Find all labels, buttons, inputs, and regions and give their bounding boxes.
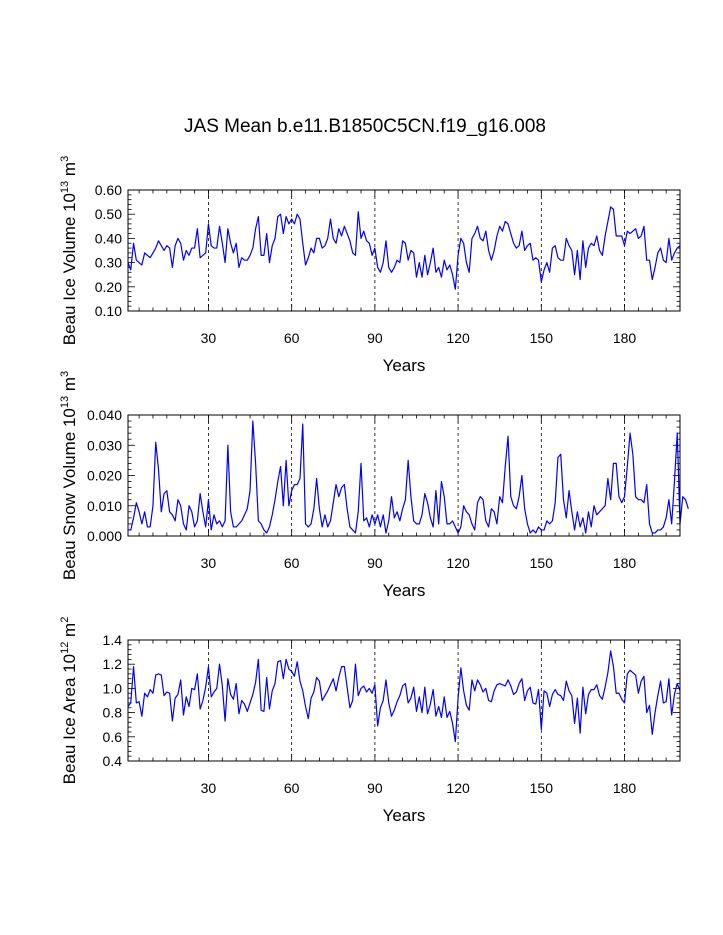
snow-volume-panel: 0.000 0.010 0.020 0.030 0.040 30 60 90 120 150 18… <box>59 371 689 600</box>
snow-volume-xtick-labels: 30 60 90 120 150 180 <box>201 555 637 571</box>
snow-volume-xtick-label: 120 <box>446 555 470 571</box>
snow-volume-ticks <box>128 414 681 537</box>
snow-volume-x-axis-label: Years <box>383 581 426 600</box>
snow-volume-ytick-label: 0.030 <box>87 437 122 453</box>
snow-volume-plot-frame <box>127 414 681 537</box>
ice-area-xtick-label: 30 <box>201 780 217 796</box>
snow-volume-ytick-labels: 0.000 0.010 0.020 0.030 0.040 <box>87 407 122 544</box>
snow-volume-xtick-label: 180 <box>613 555 637 571</box>
ice-volume-y-axis-label: Beau Ice Volume 1013 m3 <box>59 156 79 345</box>
ice-volume-xtick-label: 120 <box>446 330 470 346</box>
snow-volume-xtick-label: 60 <box>284 555 300 571</box>
snow-volume-xtick-label: 30 <box>201 555 217 571</box>
ice-area-ticks <box>128 639 681 762</box>
snow-volume-ytick-label: 0.020 <box>87 468 122 484</box>
ice-area-xtick-label: 120 <box>446 780 470 796</box>
snow-volume-ytick-label: 0.000 <box>87 528 122 544</box>
ice-volume-xtick-label: 90 <box>367 330 383 346</box>
snow-volume-grid <box>208 415 625 536</box>
ice-volume-ytick-labels: 0.10 0.20 0.30 0.40 0.50 0.60 <box>95 182 122 319</box>
ice-area-ytick-label: 0.4 <box>103 753 123 769</box>
ice-area-plot-frame <box>127 639 681 762</box>
snow-volume-xtick-label: 150 <box>530 555 554 571</box>
ice-volume-x-axis-label: Years <box>383 356 426 375</box>
figure-title: JAS Mean b.e11.B1850C5CN.f19_g16.008 <box>184 116 546 137</box>
ice-area-xtick-label: 90 <box>367 780 383 796</box>
snow-volume-xtick-label: 90 <box>367 555 383 571</box>
ice-volume-xtick-labels: 30 60 90 120 150 180 <box>201 330 637 346</box>
ice-area-series-line <box>127 650 681 743</box>
snow-volume-y-axis-label: Beau Snow Volume 1013 m3 <box>59 371 79 580</box>
ice-area-ytick-label: 1.4 <box>103 632 123 648</box>
ice-volume-xtick-label: 30 <box>201 330 217 346</box>
ice-area-x-axis-label: Years <box>383 806 426 825</box>
ice-volume-ytick-label: 0.20 <box>95 279 122 295</box>
snow-volume-ytick-label: 0.010 <box>87 498 122 514</box>
ice-area-ytick-label: 0.6 <box>103 729 123 745</box>
ice-volume-ytick-label: 0.40 <box>95 230 122 246</box>
ice-volume-ytick-label: 0.60 <box>95 182 122 198</box>
ice-volume-xtick-label: 60 <box>284 330 300 346</box>
ice-area-ytick-label: 1.0 <box>103 680 123 696</box>
ice-area-ytick-labels: 0.4 0.6 0.8 1.0 1.2 1.4 <box>103 632 123 769</box>
ice-volume-xtick-label: 150 <box>530 330 554 346</box>
ice-area-panel: 0.4 0.6 0.8 1.0 1.2 1.4 30 60 90 120 150 180 Years… <box>59 617 681 825</box>
ice-area-ytick-label: 0.8 <box>103 705 123 721</box>
ice-volume-ytick-label: 0.30 <box>95 255 122 271</box>
ice-area-ytick-label: 1.2 <box>103 656 123 672</box>
ice-volume-xtick-label: 180 <box>613 330 637 346</box>
ice-volume-ytick-label: 0.10 <box>95 303 122 319</box>
ice-volume-ticks <box>128 189 681 312</box>
ice-area-xtick-label: 150 <box>530 780 554 796</box>
ice-area-xtick-label: 60 <box>284 780 300 796</box>
ice-volume-ytick-label: 0.50 <box>95 206 122 222</box>
ice-volume-panel: 0.10 0.20 0.30 0.40 0.50 0.60 30 60 90 120 150 180… <box>59 156 681 375</box>
ice-area-y-axis-label: Beau Ice Area 1012 m2 <box>59 617 79 785</box>
ice-area-xtick-labels: 30 60 90 120 150 180 <box>201 780 637 796</box>
ice-area-xtick-label: 180 <box>613 780 637 796</box>
snow-volume-series-line <box>128 420 689 534</box>
snow-volume-ytick-label: 0.040 <box>87 407 122 423</box>
ice-volume-plot-frame <box>127 189 681 312</box>
ice-volume-series-line <box>127 206 681 290</box>
